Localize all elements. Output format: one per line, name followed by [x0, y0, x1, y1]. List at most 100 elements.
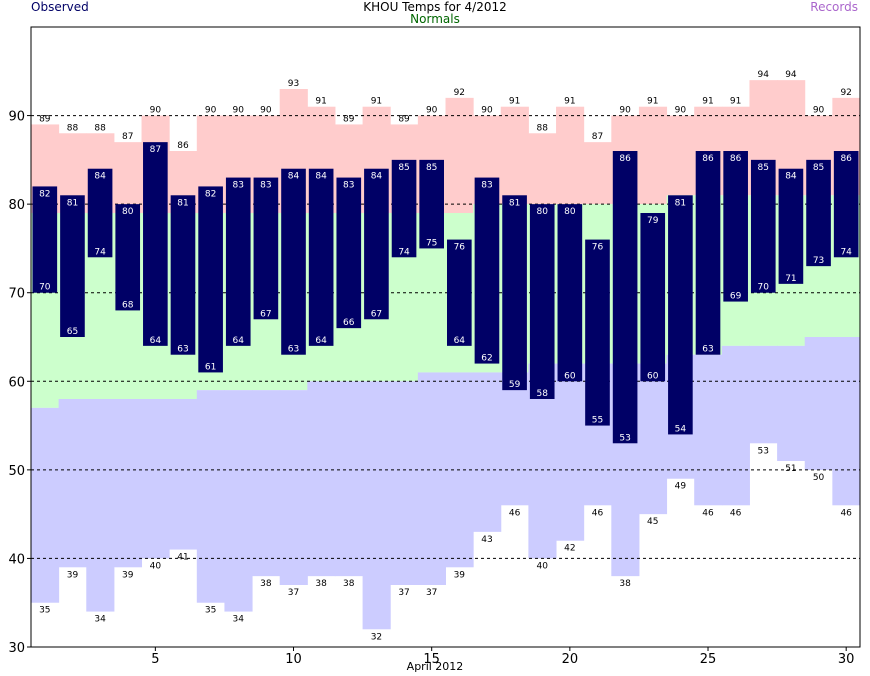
- record-high-band: [500, 106, 529, 205]
- observed-low-label: 59: [509, 380, 521, 390]
- record-low-band: [86, 399, 115, 612]
- x-tick-label: 15: [423, 652, 440, 667]
- record-high-label: 91: [509, 97, 520, 107]
- legend-records: Records: [810, 0, 858, 14]
- observed-bar: [833, 151, 859, 258]
- observed-low-label: 54: [675, 424, 687, 434]
- observed-high-label: 86: [730, 154, 742, 164]
- record-low-label: 50: [813, 473, 825, 483]
- observed-bars: 82 70 81 65 84 74 80 68 87 64 81 63 82 61 83 64 83 67 84 63…: [32, 142, 859, 444]
- x-axis-label: April 2012: [406, 660, 464, 673]
- y-tick-label: 40: [8, 552, 25, 567]
- record-low-label: 42: [564, 544, 575, 554]
- record-low-label: 45: [647, 517, 658, 527]
- record-low-band: [169, 399, 198, 550]
- observed-high-label: 84: [94, 172, 106, 182]
- record-low-label: 41: [177, 553, 188, 563]
- record-low-label: 40: [536, 561, 548, 571]
- observed-low-label: 71: [785, 274, 796, 284]
- observed-bar: [32, 186, 58, 293]
- observed-high-label: 84: [288, 172, 300, 182]
- record-low-label: 39: [454, 570, 466, 580]
- observed-high-label: 76: [454, 243, 466, 253]
- legend-normals: Normals: [410, 12, 460, 26]
- record-low-band: [832, 337, 861, 506]
- record-low-band: [694, 354, 723, 506]
- observed-bar: [281, 168, 306, 355]
- observed-low-label: 58: [536, 389, 548, 399]
- record-high-label: 90: [481, 106, 493, 116]
- observed-bar: [253, 177, 279, 320]
- observed-high-label: 83: [343, 181, 354, 191]
- observed-high-label: 83: [233, 181, 244, 191]
- observed-high-label: 86: [702, 154, 714, 164]
- observed-high-label: 82: [39, 189, 50, 199]
- record-high-label: 88: [94, 123, 106, 133]
- chart-title: KHOU Temps for 4/2012: [363, 0, 507, 14]
- observed-high-label: 85: [813, 163, 824, 173]
- observed-bar: [474, 177, 500, 364]
- observed-low-label: 62: [481, 354, 492, 364]
- y-tick-label: 90: [8, 110, 25, 125]
- x-tick-label: 5: [151, 652, 159, 667]
- observed-low-label: 66: [343, 318, 355, 328]
- record-low-label: 39: [122, 570, 134, 580]
- record-low-band: [196, 390, 225, 603]
- x-tick-label: 30: [838, 652, 855, 667]
- record-high-band: [583, 142, 612, 205]
- observed-high-label: 87: [150, 145, 161, 155]
- observed-high-label: 81: [177, 198, 188, 208]
- record-high-band: [113, 142, 143, 213]
- observed-bar: [529, 204, 555, 399]
- observed-bar: [502, 195, 527, 391]
- record-high-label: 91: [647, 97, 658, 107]
- observed-low-label: 74: [398, 247, 410, 257]
- observed-low-label: 63: [288, 345, 299, 355]
- record-low-band: [721, 345, 750, 506]
- record-low-label: 37: [398, 588, 409, 598]
- record-labels: 89 35 88 39 88 34 87 39 90 40 86 41 90 35 90 34 90 38 93 37…: [39, 70, 852, 642]
- observed-high-label: 79: [647, 216, 659, 226]
- x-tick-label: 25: [700, 652, 717, 667]
- record-low-label: 46: [840, 508, 852, 518]
- record-high-label: 90: [205, 106, 217, 116]
- record-high-label: 90: [813, 106, 825, 116]
- observed-high-label: 80: [536, 207, 548, 217]
- record-low-band: [473, 372, 502, 532]
- observed-high-label: 85: [758, 163, 769, 173]
- record-low-label: 46: [509, 508, 521, 518]
- record-low-band: [252, 390, 281, 577]
- observed-low-label: 53: [619, 433, 630, 443]
- observed-low-label: 64: [233, 336, 245, 346]
- observed-bar: [87, 168, 113, 258]
- observed-high-label: 82: [205, 189, 216, 199]
- observed-high-label: 81: [67, 198, 78, 208]
- observed-bar: [723, 151, 748, 302]
- observed-bar: [391, 159, 417, 258]
- x-tick-label: 20: [562, 652, 579, 667]
- observed-bar: [750, 159, 776, 293]
- observed-low-label: 67: [371, 309, 382, 319]
- observed-bar: [336, 177, 362, 329]
- record-low-label: 34: [94, 615, 106, 625]
- record-low-band: [362, 381, 391, 630]
- observed-high-label: 86: [619, 154, 631, 164]
- record-high-label: 89: [343, 114, 355, 124]
- record-low-label: 38: [619, 579, 631, 589]
- record-high-label: 86: [177, 141, 189, 151]
- observed-low-label: 75: [426, 238, 437, 248]
- observed-bar: [364, 168, 389, 320]
- observed-bar: [640, 213, 666, 382]
- observed-bar: [170, 195, 196, 355]
- record-low-label: 51: [785, 464, 796, 474]
- record-high-label: 90: [260, 106, 272, 116]
- record-low-band: [31, 407, 60, 603]
- record-low-label: 38: [315, 579, 327, 589]
- record-low-band: [334, 381, 364, 577]
- observed-low-label: 65: [67, 327, 78, 337]
- observed-high-label: 76: [592, 243, 604, 253]
- observed-low-label: 64: [315, 336, 327, 346]
- record-high-label: 94: [785, 70, 797, 80]
- record-low-label: 46: [730, 508, 742, 518]
